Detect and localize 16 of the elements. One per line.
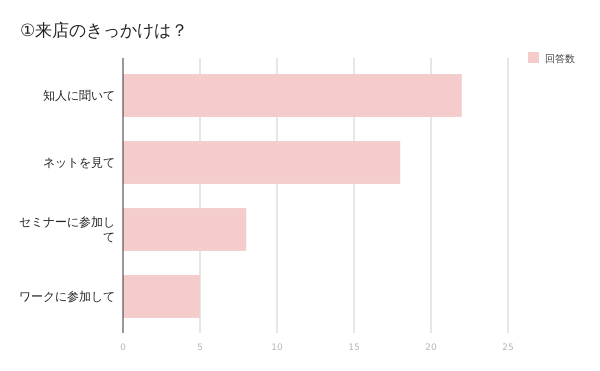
x-tick-label: 20 [425,343,437,353]
y-tick-label: 知人に聞いて [43,88,115,102]
legend-label: 回答数 [545,53,575,65]
y-tick-label: セミナーに参加して [19,215,115,244]
y-tick-label: ネットを見て [43,156,115,170]
x-tick-label: 10 [271,343,283,353]
bar [123,141,400,184]
x-tick-label: 5 [197,343,203,353]
y-tick-label: ワークに参加して [19,290,115,304]
bar [123,74,462,117]
bar [123,208,246,251]
x-tick-label: 0 [120,343,126,353]
x-tick-label: 25 [502,343,514,353]
x-tick-label: 15 [348,343,360,353]
bar [123,275,200,318]
chart-title: ①来店のきっかけは？ [20,21,188,41]
